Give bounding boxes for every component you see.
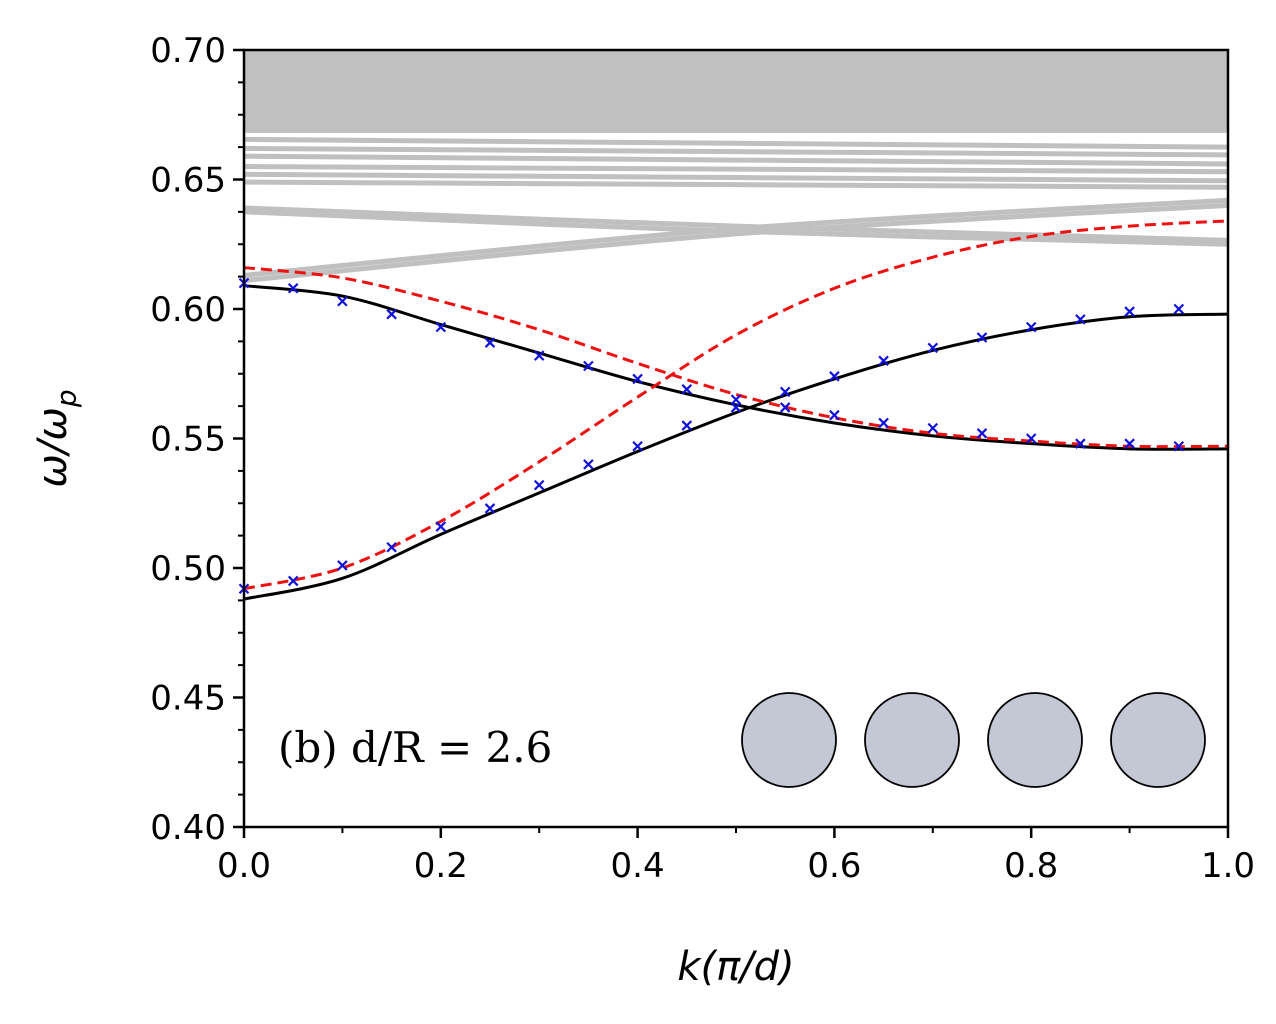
cross-marker bbox=[681, 420, 693, 431]
cross-marker bbox=[829, 409, 840, 421]
y-axis-title-main: ω/ω bbox=[30, 407, 76, 487]
x-tick-label: 0.6 bbox=[807, 846, 861, 886]
cross-marker bbox=[632, 373, 643, 385]
x-tick-label: 0.4 bbox=[611, 846, 665, 886]
continuum-band-7 bbox=[243, 205, 1229, 243]
inset-particle-chain bbox=[741, 692, 1206, 788]
y-tick-label: 0.60 bbox=[150, 290, 226, 330]
series-solid-lower bbox=[243, 312, 1229, 601]
y-tick-label: 0.55 bbox=[150, 420, 226, 460]
cross-marker bbox=[386, 542, 397, 553]
cross-marker bbox=[386, 308, 397, 320]
cross-marker bbox=[435, 321, 447, 333]
x-axis-title: k(π/d) bbox=[677, 944, 794, 990]
cross-marker bbox=[287, 575, 299, 587]
cross-marker bbox=[829, 371, 840, 382]
axis-ticks: 0.0 0.2 0.4 0.6 0.8 1.0 0.40 0.45 0.50 0.55 0.60 0.… bbox=[150, 31, 1255, 886]
continuum-solid-band bbox=[244, 50, 1228, 133]
y-tick-label: 0.65 bbox=[150, 161, 226, 201]
x-tick-label: 0.0 bbox=[217, 846, 271, 886]
continuum-band-10 bbox=[243, 202, 1229, 283]
y-tick-label: 0.70 bbox=[150, 31, 226, 71]
dispersion-lines bbox=[243, 219, 1229, 601]
x-tick-label: 0.2 bbox=[414, 846, 468, 886]
series-solid-upper bbox=[243, 284, 1229, 451]
cross-marker bbox=[533, 479, 545, 491]
cross-marker bbox=[1075, 314, 1086, 325]
cross-marker bbox=[583, 360, 594, 372]
cross-marker bbox=[484, 337, 496, 348]
inset-particle bbox=[987, 692, 1083, 788]
continuum-bands bbox=[243, 50, 1229, 283]
cross-marker bbox=[435, 521, 447, 532]
cross-marker bbox=[533, 350, 545, 361]
cross-marker bbox=[976, 332, 988, 343]
cross-marker bbox=[730, 394, 742, 405]
continuum-band-9 bbox=[243, 197, 1229, 278]
cross-marker bbox=[337, 560, 348, 571]
cross-marker bbox=[779, 386, 791, 398]
cross-marker bbox=[927, 342, 939, 354]
cross-marker bbox=[976, 428, 988, 439]
cross-marker bbox=[1025, 433, 1037, 444]
cross-marker bbox=[287, 283, 299, 294]
cross-marker bbox=[681, 384, 693, 395]
continuum-band-5 bbox=[243, 171, 1229, 184]
y-tick-label: 0.40 bbox=[150, 808, 226, 848]
inset-particle bbox=[1110, 692, 1206, 788]
cross-marker bbox=[632, 440, 643, 452]
series-crosses-branch-2 bbox=[238, 303, 1185, 594]
x-tick-label: 0.8 bbox=[1004, 846, 1058, 886]
y-axis-title-subscript: p bbox=[50, 389, 83, 408]
inset-particle bbox=[864, 692, 960, 788]
y-tick-label: 0.50 bbox=[150, 549, 226, 589]
series-crosses-branch-1 bbox=[238, 277, 1185, 452]
simulation-markers bbox=[238, 277, 1185, 594]
y-tick-label: 0.45 bbox=[150, 679, 226, 719]
continuum-band-8 bbox=[243, 209, 1229, 247]
cross-marker bbox=[730, 402, 742, 413]
continuum-band-3 bbox=[243, 153, 1229, 167]
y-axis-title: ω/ωp bbox=[30, 389, 83, 487]
series-dashed-upper bbox=[243, 266, 1229, 449]
cross-marker bbox=[1075, 438, 1086, 449]
continuum-band-4 bbox=[243, 164, 1229, 175]
cross-marker bbox=[1124, 438, 1135, 449]
cross-marker bbox=[1173, 303, 1185, 315]
cross-marker bbox=[779, 402, 791, 413]
cross-marker bbox=[878, 417, 889, 429]
cross-marker bbox=[927, 422, 939, 434]
continuum-band-1 bbox=[243, 136, 1229, 150]
cross-marker bbox=[1124, 306, 1135, 317]
cross-marker bbox=[337, 295, 348, 307]
cross-marker bbox=[1173, 440, 1185, 452]
continuum-band-6 bbox=[243, 179, 1229, 190]
inset-particle bbox=[741, 692, 837, 788]
cross-marker bbox=[583, 459, 594, 470]
cross-marker bbox=[878, 355, 889, 367]
series-dashed-lower bbox=[243, 219, 1229, 591]
cross-marker bbox=[1025, 321, 1037, 333]
x-tick-label: 1.0 bbox=[1201, 846, 1255, 886]
cross-marker bbox=[484, 503, 496, 514]
continuum-band-2 bbox=[243, 145, 1229, 158]
panel-annotation: (b) d/R = 2.6 bbox=[278, 723, 552, 772]
